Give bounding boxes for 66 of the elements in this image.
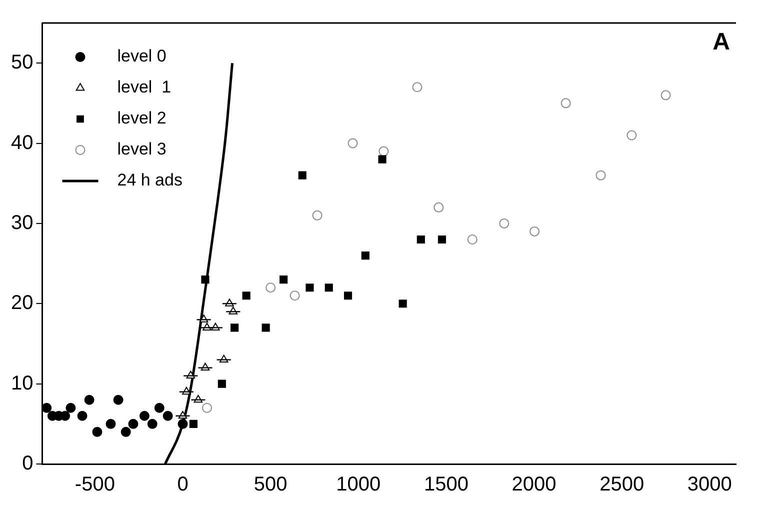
point	[499, 218, 510, 228]
point	[218, 380, 226, 388]
point	[106, 418, 116, 429]
point	[60, 410, 70, 421]
point	[201, 276, 210, 284]
point	[178, 418, 188, 429]
point	[348, 138, 358, 148]
point	[66, 402, 76, 413]
y-tick-label: 30	[10, 212, 34, 234]
point	[230, 324, 239, 332]
y-tick-label: 10	[10, 372, 34, 394]
legend-label: level 1	[117, 78, 172, 97]
point	[438, 235, 446, 244]
y-tick-label: 0	[22, 452, 34, 475]
point	[242, 292, 250, 300]
legend-label: 24 h ads	[117, 170, 182, 190]
point	[147, 418, 158, 429]
legend-label: level 3	[117, 140, 166, 159]
point	[84, 394, 94, 405]
point	[154, 402, 164, 413]
point	[398, 300, 407, 308]
point	[378, 155, 386, 164]
point	[434, 202, 444, 212]
x-tick-label: 1500	[424, 474, 468, 496]
x-tick-label: 1000	[336, 474, 381, 496]
point	[416, 235, 425, 244]
point	[660, 90, 671, 100]
point	[626, 130, 637, 140]
x-tick-label: 2000	[512, 474, 556, 496]
point	[344, 292, 352, 300]
point	[77, 410, 88, 421]
point	[378, 146, 389, 156]
point	[361, 251, 370, 260]
point	[113, 394, 124, 405]
y-tick-label: 40	[10, 132, 34, 154]
point	[412, 82, 422, 92]
x-tick-label: 2500	[600, 474, 644, 496]
point	[298, 171, 306, 180]
point	[266, 282, 276, 293]
point	[162, 410, 173, 421]
point	[596, 170, 606, 180]
point	[92, 426, 102, 437]
point	[202, 402, 212, 413]
point	[324, 284, 333, 292]
point	[139, 410, 150, 421]
point	[530, 226, 540, 236]
y-tick-label: 20	[10, 292, 34, 314]
point	[128, 418, 138, 429]
point	[42, 402, 52, 413]
legend-label: level 2	[117, 108, 166, 128]
x-tick-label: 3000	[687, 474, 732, 496]
point	[306, 284, 314, 292]
x-tick-label: 500	[254, 474, 288, 496]
point	[120, 426, 131, 437]
point	[467, 234, 478, 244]
point	[560, 98, 571, 108]
point	[280, 276, 288, 284]
annotation: A	[712, 28, 730, 56]
point	[189, 420, 198, 428]
point	[290, 290, 300, 301]
point	[312, 210, 322, 220]
y-tick-label: 50	[10, 52, 34, 74]
x-tick-label: -500	[74, 474, 115, 496]
legend-label: level 0	[117, 46, 166, 66]
point	[262, 324, 270, 332]
x-tick-label: 0	[177, 474, 188, 496]
